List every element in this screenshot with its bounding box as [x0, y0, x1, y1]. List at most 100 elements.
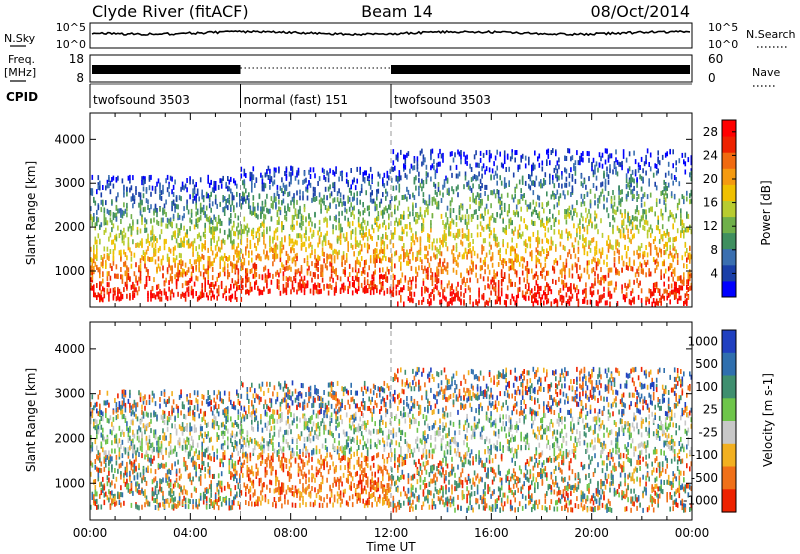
scatter-cell: [546, 161, 548, 166]
scatter-cell: [415, 276, 417, 281]
scatter-cell: [666, 246, 668, 252]
scatter-cell: [496, 212, 498, 218]
scatter-cell: [683, 272, 685, 278]
scatter-cell: [568, 249, 571, 255]
scatter-cell: [333, 287, 336, 293]
scatter-cell: [94, 479, 97, 484]
scatter-cell: [540, 270, 542, 276]
scatter-cell: [577, 289, 580, 295]
scatter-cell: [508, 223, 510, 229]
scatter-cell: [606, 262, 608, 267]
scatter-cell: [102, 416, 104, 422]
scatter-cell: [672, 255, 674, 261]
scatter-cell: [573, 244, 575, 250]
scatter-cell: [201, 282, 203, 288]
scatter-cell: [607, 179, 610, 185]
scatter-cell: [126, 472, 128, 478]
scatter-cell: [558, 175, 560, 181]
scatter-cell: [115, 196, 118, 202]
scatter-cell: [115, 273, 118, 279]
scatter-cell: [276, 253, 279, 259]
scatter-cell: [102, 447, 104, 453]
scatter-cell: [329, 215, 331, 221]
scatter-cell: [347, 221, 349, 227]
scatter-cell: [472, 213, 474, 219]
scatter-cell: [475, 150, 477, 156]
scatter-cell: [90, 206, 92, 212]
scatter-cell: [97, 292, 100, 298]
scatter-cell: [437, 200, 440, 206]
scatter-cell: [100, 490, 103, 496]
scatter-cell: [379, 279, 381, 285]
scatter-cell: [97, 204, 100, 210]
scatter-cell: [312, 272, 315, 277]
scatter-cell: [297, 213, 300, 219]
scatter-cell: [649, 206, 652, 212]
scatter-cell: [285, 290, 288, 296]
scatter-cell: [558, 164, 560, 170]
scatter-cell: [135, 243, 137, 248]
scatter-cell: [165, 277, 167, 283]
scatter-cell: [145, 187, 148, 192]
scatter-cell: [383, 249, 386, 254]
scatter-cell: [627, 283, 629, 289]
scatter-cell: [442, 234, 444, 240]
scatter-cell: [544, 275, 547, 281]
scatter-cell: [454, 235, 456, 241]
scatter-cell: [461, 241, 464, 247]
scatter-cell: [270, 216, 273, 222]
scatter-cell: [168, 246, 170, 252]
scatter-cell: [121, 213, 124, 219]
scatter-cell: [282, 271, 285, 277]
scatter-cell: [242, 265, 244, 271]
scatter-cell: [353, 214, 355, 220]
scatter-cell: [687, 275, 690, 281]
scatter-cell: [372, 228, 375, 234]
scatter-cell: [524, 265, 527, 271]
scatter-cell: [445, 266, 447, 272]
scatter-cell: [416, 164, 419, 170]
scatter-cell: [327, 206, 330, 212]
scatter-cell: [409, 224, 411, 230]
scatter-cell: [686, 301, 688, 306]
scatter-cell: [376, 285, 378, 291]
scatter-cell: [582, 182, 584, 188]
scatter-cell: [531, 164, 533, 170]
scatter-cell: [302, 283, 304, 288]
scatter-cell: [552, 213, 554, 219]
scatter-cell: [356, 200, 358, 206]
scatter-cell: [449, 151, 452, 157]
scatter-cell: [421, 299, 423, 305]
scatter-cell: [657, 219, 659, 225]
scatter-cell: [418, 265, 420, 271]
scatter-cell: [412, 237, 414, 243]
scatter-cell: [102, 485, 104, 491]
scatter-cell: [91, 413, 94, 418]
scatter-cell: [138, 463, 140, 469]
scatter-cell: [123, 202, 125, 208]
scatter-cell: [448, 226, 450, 232]
scatter-cell: [541, 294, 544, 300]
scatter-cell: [196, 223, 199, 229]
scatter-cell: [213, 226, 215, 232]
scatter-cell: [636, 182, 638, 188]
scatter-cell: [363, 277, 366, 282]
scatter-cell: [526, 267, 529, 273]
scatter-cell: [589, 199, 592, 205]
scatter-cell: [100, 255, 103, 260]
scatter-cell: [529, 290, 532, 296]
scatter-cell: [633, 216, 635, 222]
scatter-cell: [680, 220, 682, 226]
scatter-cell: [470, 233, 473, 238]
scatter-cell: [202, 264, 205, 270]
power-y-axis-label: Slant Range [km]: [24, 161, 38, 265]
scatter-cell: [531, 298, 533, 303]
scatter-cell: [338, 188, 340, 194]
scatter-cell: [287, 192, 289, 197]
scatter-cell: [111, 227, 113, 233]
scatter-cell: [637, 228, 640, 234]
scatter-cell: [499, 213, 501, 219]
scatter-cell: [195, 197, 197, 203]
scatter-cell: [526, 206, 529, 212]
scatter-cell: [135, 413, 137, 419]
